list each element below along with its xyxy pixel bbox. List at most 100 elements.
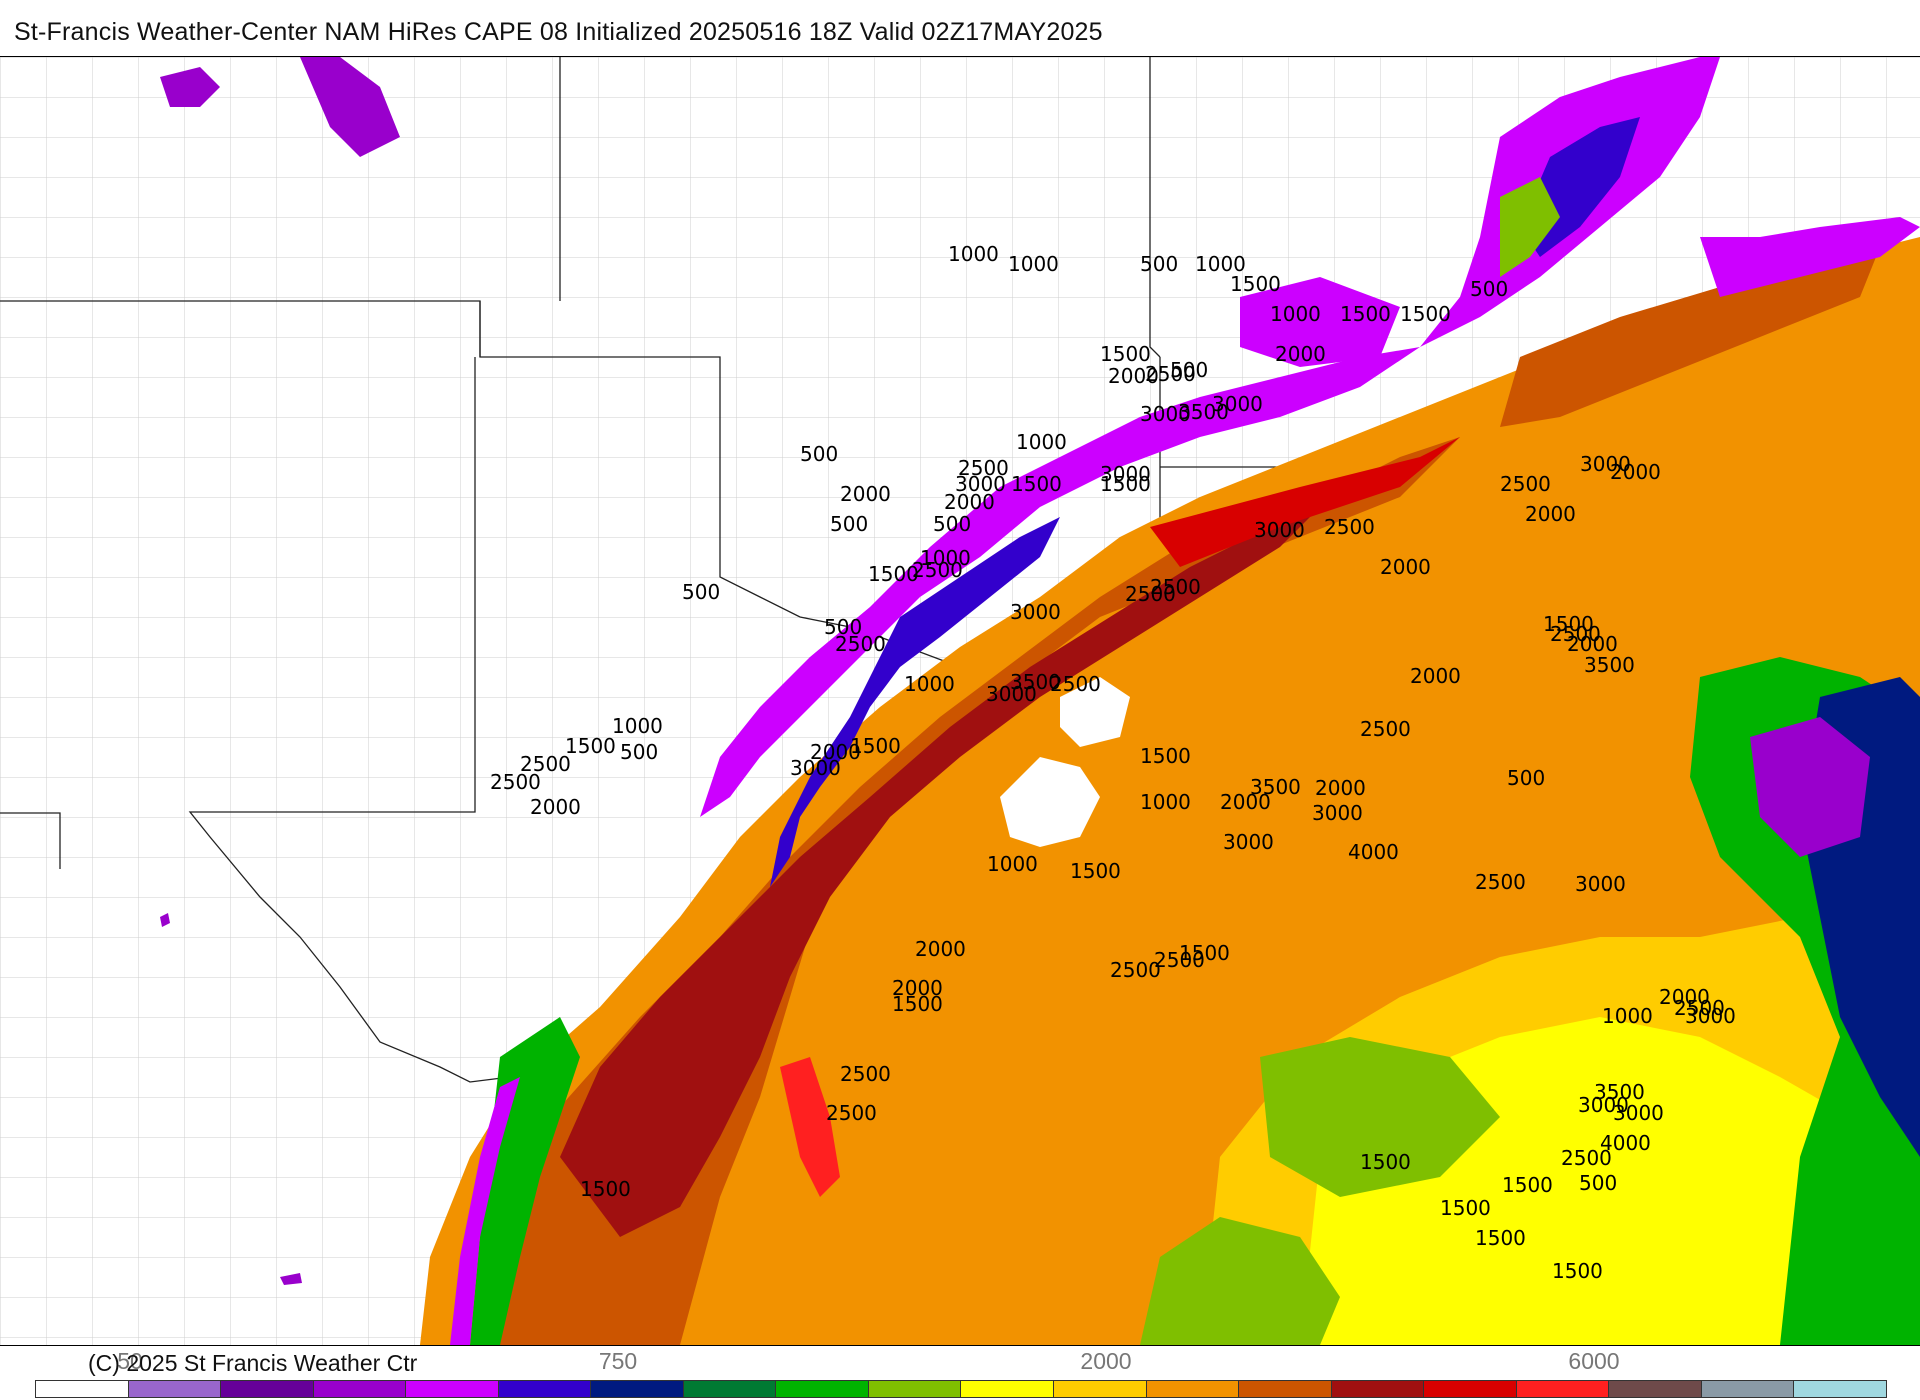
contour-label: 2500 xyxy=(958,456,1009,480)
contour-label: 2500 xyxy=(1110,958,1161,982)
contour-label: 1500 xyxy=(1011,472,1062,496)
contour-label: 3000 xyxy=(1010,600,1061,624)
colorbar-swatch xyxy=(591,1381,684,1397)
contour-label: 3000 xyxy=(1685,1004,1736,1028)
cape-map: 500 1000 1000 500 1000 1500 1000 1500 500 1500 200… xyxy=(0,56,1920,1346)
contour-label: 1500 xyxy=(1140,744,1191,768)
contour-label: 500 xyxy=(830,512,868,536)
contour-label: 1000 xyxy=(1270,302,1321,326)
contour-label: 3000 xyxy=(1613,1101,1664,1125)
contour-label: 2500 xyxy=(835,632,886,656)
colorbar-tick: 50 xyxy=(117,1348,143,1374)
contour-label: 2000 xyxy=(1659,985,1710,1009)
contour-label: 2500 xyxy=(520,752,571,776)
contour-label: 1000 xyxy=(987,852,1038,876)
contour-label: 3000 xyxy=(790,756,841,780)
contour-label: 3500 xyxy=(1250,775,1301,799)
colorbar-swatch xyxy=(961,1381,1055,1397)
contour-label: 2500 xyxy=(1154,948,1205,972)
contour-label: 2000 xyxy=(1220,790,1271,814)
contour-label: 1500 xyxy=(1100,472,1151,496)
contour-label: 1500 xyxy=(580,1177,631,1201)
contour-label: 1000 xyxy=(1602,1004,1653,1028)
contour-label: 500 xyxy=(824,615,862,639)
contour-label: 2000 xyxy=(530,795,581,819)
colorbar-swatch xyxy=(683,1381,777,1397)
contour-label: 2500 xyxy=(1324,515,1375,539)
colorbar-swatch xyxy=(221,1381,314,1397)
contour-label: 2500 xyxy=(1360,717,1411,741)
contour-label: 2500 xyxy=(1050,672,1101,696)
contour-label: 3000 xyxy=(1578,1093,1629,1117)
contour-label: 1500 xyxy=(1502,1173,1553,1197)
colorbar-swatch xyxy=(406,1381,499,1397)
contour-label: 2000 xyxy=(1410,664,1461,688)
contour-label: 1000 xyxy=(1195,252,1246,276)
contour-label: 2000 xyxy=(810,740,861,764)
colorbar-swatch xyxy=(1516,1381,1610,1397)
contour-label: 1000 xyxy=(1140,790,1191,814)
colorbar-swatch xyxy=(776,1381,869,1397)
contour-label: 1500 xyxy=(1230,272,1281,296)
contour-label: 2500 xyxy=(826,1101,877,1125)
contour-label: 1500 xyxy=(1340,302,1391,326)
contour-label: 2500 xyxy=(1125,582,1176,606)
contour-label: 2500 xyxy=(1561,1146,1612,1170)
contour-label: 1500 xyxy=(1543,612,1594,636)
contour-label: 2500 xyxy=(912,558,963,582)
colorbar-swatch xyxy=(1424,1381,1517,1397)
contour-label: 2000 xyxy=(1275,342,1326,366)
contour-label: 2000 xyxy=(1108,364,1159,388)
contour-label: 500 xyxy=(1579,1171,1617,1195)
contour-label: 1500 xyxy=(1440,1196,1491,1220)
contour-label: 2000 xyxy=(1610,460,1661,484)
contour-label: 4000 xyxy=(1348,840,1399,864)
contour-label: 500 xyxy=(933,512,971,536)
contour-label: 1500 xyxy=(1179,941,1230,965)
contour-label: 3000 xyxy=(1312,801,1363,825)
contour-label: 500 xyxy=(682,580,720,604)
contour-label: 2000 xyxy=(892,976,943,1000)
colorbar-swatch xyxy=(1701,1381,1795,1397)
colorbar-swatch xyxy=(1794,1381,1886,1397)
contour-label: 3000 xyxy=(1212,392,1263,416)
chart-title: St-Francis Weather-Center NAM HiRes CAPE… xyxy=(14,18,1103,46)
colorbar-tick: 2000 xyxy=(1080,1348,1132,1374)
colorbar-swatch xyxy=(1239,1381,1332,1397)
contour-label: 3000 xyxy=(1223,830,1274,854)
contour-label: 3000 xyxy=(1140,402,1191,426)
contour-label: 3500 xyxy=(1010,670,1061,694)
copyright-text: (C) 2025 St Francis Weather Ctr xyxy=(88,1350,418,1376)
contour-label: 1500 xyxy=(1100,342,1151,366)
contour-label: 2000 xyxy=(944,490,995,514)
contour-label: 3000 xyxy=(1580,452,1631,476)
contour-label: 1500 xyxy=(1070,859,1121,883)
contour-label: 1000 xyxy=(612,714,663,738)
contour-label: 1500 xyxy=(892,992,943,1016)
colorbar-swatch xyxy=(128,1381,222,1397)
contour-label: 1500 xyxy=(1360,1150,1411,1174)
colorbar-swatch xyxy=(36,1381,129,1397)
contour-label: 1500 xyxy=(1552,1259,1603,1283)
contour-label: 1000 xyxy=(1008,252,1059,276)
contour-label: 1500 xyxy=(1475,1226,1526,1250)
contour-label: 2000 xyxy=(1567,632,1618,656)
contour-label: 2000 xyxy=(840,482,891,506)
cape-shading xyxy=(160,57,1920,1345)
cape-colorbar xyxy=(35,1380,1887,1398)
contour-label: 2500 xyxy=(1674,996,1725,1020)
contour-label: 3000 xyxy=(986,682,1037,706)
contour-label: 500 xyxy=(1470,277,1508,301)
colorbar-tick-labels: 50 750 2000 6000 xyxy=(0,1346,1920,1376)
contour-label: 2500 xyxy=(1500,472,1551,496)
contour-label: 2500 xyxy=(1145,362,1196,386)
contour-label: 3000 xyxy=(1100,462,1151,486)
contour-label: 2500 xyxy=(1475,870,1526,894)
contour-label: 1000 xyxy=(1016,430,1067,454)
contour-label: 3500 xyxy=(1584,653,1635,677)
contour-label: 2000 xyxy=(1315,776,1366,800)
contour-label: 2000 xyxy=(1380,555,1431,579)
contour-label: 2500 xyxy=(1550,622,1601,646)
